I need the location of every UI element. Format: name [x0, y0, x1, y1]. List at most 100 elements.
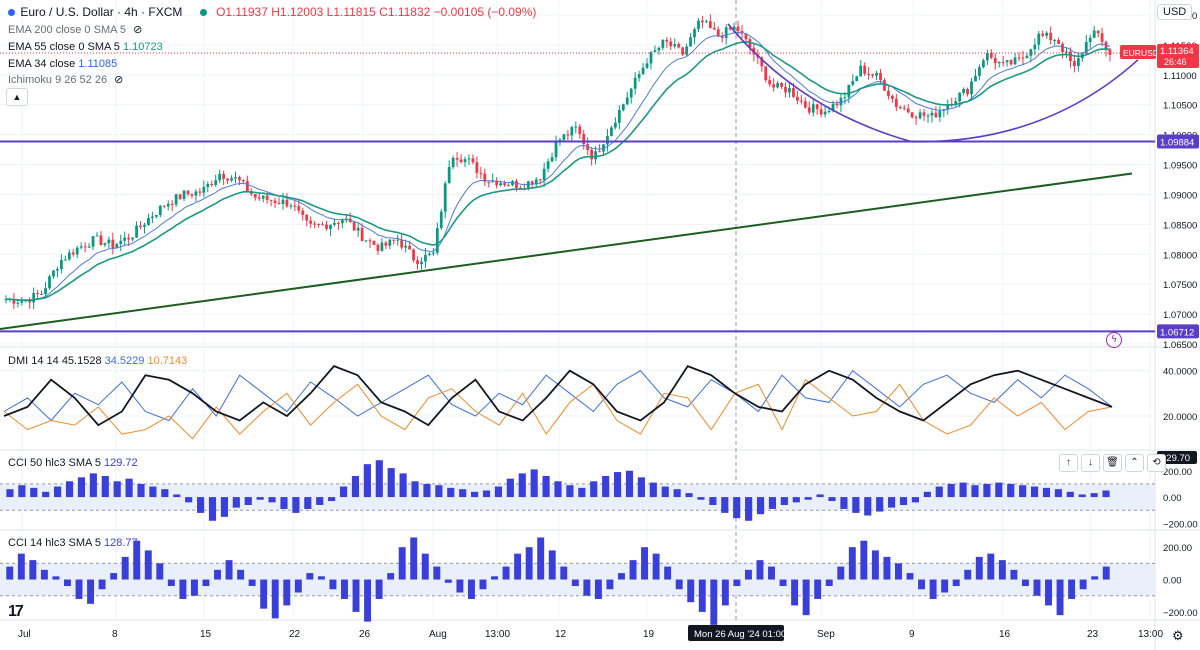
gear-icon[interactable]: ⚙ [1172, 628, 1184, 643]
candle-body [811, 104, 815, 113]
candle-body [4, 299, 8, 301]
candle-body [309, 220, 313, 224]
arrow-down-icon[interactable]: ↓ [1081, 454, 1100, 472]
candle-body [408, 245, 411, 250]
cci14-bar [675, 579, 683, 590]
chevron-up-icon[interactable]: ▲ [6, 88, 28, 106]
cci14-bar [110, 573, 118, 580]
candle-body [657, 47, 661, 51]
cci50-bar [375, 460, 383, 498]
cci50-legend[interactable]: CCI 50 hlc3 SMA 5 129.72 [8, 456, 138, 470]
candle-body [685, 46, 688, 55]
candle-body [653, 50, 657, 53]
candle-body [851, 81, 855, 85]
cci50-bar [637, 477, 645, 498]
candle-body [799, 100, 803, 102]
time-tick-label: Sep [817, 629, 835, 640]
candle-body [428, 253, 431, 255]
candle-body [162, 205, 166, 207]
cci14-bar [571, 579, 579, 587]
candle-body [388, 239, 392, 246]
dmi-legend[interactable]: DMI 14 14 45.1528 34.5229 10.7143 [8, 354, 187, 368]
cci14-bar [64, 579, 71, 587]
cci14-bar [964, 569, 972, 580]
maximize-icon[interactable]: ⟲ [1147, 454, 1166, 472]
candle-body [918, 112, 922, 119]
cci14-bar [40, 569, 48, 580]
candle-body [815, 104, 819, 110]
candle-body [202, 186, 206, 193]
pane-toolbar: ↑ ↓ 🗑 ⌃ ⟲ [1059, 454, 1166, 472]
cci14-bar [294, 579, 302, 593]
candle-body [503, 183, 506, 186]
cci50-bar [137, 483, 145, 498]
cci50-bar [328, 497, 336, 502]
eye-hidden-icon[interactable]: ⊘ [133, 24, 143, 36]
ema55-legend[interactable]: EMA 55 close 0 SMA 5 1.10723 [8, 40, 163, 54]
cci14-bar [618, 573, 625, 580]
cci14-bar [1010, 569, 1018, 580]
cci50-label: CCI 50 hlc3 SMA 5 [8, 457, 101, 469]
symbol-title[interactable]: Euro / U.S. Dollar · 4h · FXCM [20, 5, 183, 19]
cci50-bar [602, 476, 610, 498]
candle-body [289, 205, 293, 207]
candle-body [257, 197, 261, 199]
cci50-bar [42, 491, 50, 498]
cci14-bar [341, 579, 348, 599]
candle-body [459, 159, 463, 163]
lightning-icon[interactable]: ϟ [1106, 332, 1122, 348]
cci14-bar [375, 579, 383, 599]
candle-body [265, 195, 269, 200]
cci50-tick-label: 200.00 [1163, 467, 1192, 478]
cci50-bar [125, 478, 133, 498]
arrow-up-icon[interactable]: ↑ [1059, 454, 1078, 472]
candle-body [736, 26, 740, 31]
candle-body [158, 205, 162, 216]
candle-body [1053, 39, 1057, 41]
ema200-legend[interactable]: EMA 200 close 0 SMA 5 ⊘ [8, 23, 142, 37]
candle-body [261, 195, 265, 199]
time-tick-label: 13:00 [485, 629, 510, 640]
cci14-bar [17, 553, 25, 580]
cci14-tick-label: 200.00 [1163, 543, 1192, 554]
cci14-bar [802, 579, 810, 616]
trash-icon[interactable]: 🗑 [1103, 454, 1122, 472]
cci50-bar [482, 490, 491, 498]
symbol-tag-label: EURUSD [1123, 48, 1159, 58]
dmi-series-line [3, 378, 1113, 440]
candle-body [443, 183, 447, 212]
cci50-bar [6, 489, 14, 498]
ema34-label: EMA 34 close [8, 58, 76, 70]
cci14-label: CCI 14 hlc3 SMA 5 [8, 537, 101, 549]
main-legend: Euro / U.S. Dollar · 4h · FXCM O1.11937 … [8, 5, 536, 19]
candle-body [416, 260, 419, 265]
eye-hidden-icon[interactable]: ⊘ [114, 74, 124, 86]
cci50-bar [566, 485, 574, 498]
candle-body [372, 240, 376, 245]
cci14-bar [421, 553, 429, 580]
ema34-legend[interactable]: EMA 34 close 1.11085 [8, 57, 117, 71]
countdown-label: 26:46 [1164, 57, 1187, 67]
candle-body [792, 88, 795, 97]
candle-body [768, 80, 772, 85]
candle-body [174, 194, 178, 205]
collapse-icon[interactable]: ⌃ [1125, 454, 1144, 472]
candle-body [554, 142, 558, 158]
time-tick-label: 9 [909, 629, 915, 640]
ichimoku-legend[interactable]: Ichimoku 9 26 52 26 ⊘ [8, 73, 123, 87]
price-tick-label: 1.10500 [1163, 101, 1197, 112]
candle-body [40, 294, 43, 296]
dmi-tick-label: 40.0000 [1163, 367, 1197, 378]
candle-body [36, 292, 40, 295]
candle-body [166, 203, 170, 207]
candle-body [1069, 51, 1072, 62]
cci14-bar [883, 556, 891, 580]
cci50-bar [494, 486, 503, 498]
candle-body [875, 73, 878, 76]
cci50-bars [6, 460, 1110, 521]
currency-label[interactable]: USD [1157, 4, 1193, 20]
cci14-bar [698, 579, 706, 612]
cci14-bar [87, 579, 95, 604]
cci14-legend[interactable]: CCI 14 hlc3 SMA 5 128.77 [8, 536, 138, 550]
